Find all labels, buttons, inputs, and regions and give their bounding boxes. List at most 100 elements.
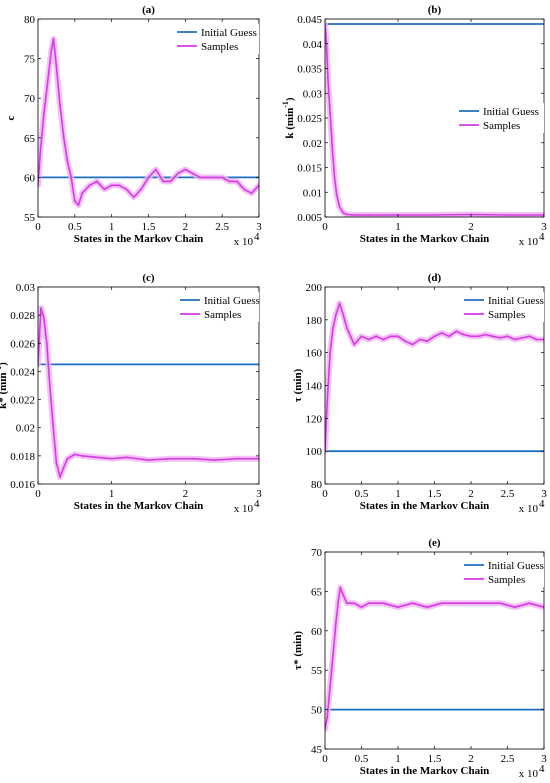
y-tick-label: 0.022 — [10, 395, 35, 407]
samples-point — [331, 146, 334, 149]
samples-point — [169, 457, 172, 460]
legend-initial-guess-label: Initial Guess — [201, 27, 257, 39]
samples-point — [70, 176, 73, 179]
samples-point — [228, 180, 231, 183]
y-tick-label: 200 — [306, 282, 323, 294]
y-axis-label: τ (min) — [292, 368, 304, 402]
samples-point — [528, 602, 531, 605]
y-axis-label: c — [5, 115, 17, 120]
samples-point — [66, 457, 69, 460]
samples-point — [513, 606, 516, 609]
x-axis-label: States in the Markov Chain — [360, 500, 490, 512]
legend: Initial Guess Samples — [462, 557, 544, 587]
x-tick-label: 2 — [183, 221, 189, 233]
legend-box — [462, 557, 544, 587]
y-tick-label: 0.03 — [303, 88, 323, 100]
samples-point — [77, 204, 80, 207]
samples-point — [125, 188, 128, 191]
samples-point — [326, 401, 329, 403]
samples-point — [88, 184, 91, 187]
chart-panel-e: 0 0.5 1 1.5 2 2.5 3 45 50 55 60 65 70 (e) States in th… — [292, 537, 547, 780]
samples-point — [52, 37, 55, 40]
samples-point — [477, 335, 480, 338]
y-tick-label: 55 — [24, 212, 36, 224]
samples-point — [528, 335, 531, 338]
samples-point — [353, 602, 356, 605]
samples-point — [206, 176, 209, 179]
samples-point — [329, 351, 331, 354]
legend-box — [178, 292, 259, 322]
samples-point — [48, 384, 51, 387]
y-tick-label: 0.035 — [297, 64, 322, 76]
samples-point — [367, 602, 370, 605]
legend: Initial Guess Samples — [457, 103, 544, 133]
y-tick-label: 60 — [24, 172, 36, 184]
samples-point — [470, 602, 472, 605]
y-axis-label: τ* (min) — [292, 631, 304, 670]
samples-point — [506, 214, 509, 216]
samples-point — [147, 176, 150, 179]
chart-title: (d) — [428, 272, 442, 284]
samples-point — [81, 192, 84, 195]
samples-point — [342, 594, 345, 597]
samples-line — [38, 307, 259, 478]
x-tick-label: 2 — [183, 488, 189, 500]
x-axis-multiplier-exponent: 4 — [254, 231, 260, 243]
samples-point — [455, 602, 458, 605]
x-tick-label: 0 — [322, 221, 328, 233]
samples-point — [46, 81, 49, 84]
y-tick-label: 80 — [311, 479, 323, 491]
samples-point — [440, 602, 443, 605]
y-tick-label: 80 — [24, 14, 36, 26]
x-axis-label: States in the Markov Chain — [360, 233, 490, 245]
x-tick-label: 2.5 — [215, 221, 229, 233]
samples-point — [426, 606, 429, 609]
samples-point — [140, 188, 143, 191]
samples-band — [325, 584, 544, 733]
y-tick-label: 0.02 — [16, 423, 35, 435]
samples-point — [367, 338, 370, 341]
x-axis-multiplier: x 10 — [519, 768, 539, 780]
legend-samples-label: Samples — [201, 41, 238, 53]
samples-point — [353, 214, 356, 216]
x-axis-label: States in the Markov Chain — [74, 233, 204, 245]
samples-point — [492, 335, 494, 338]
samples-point — [39, 152, 42, 155]
samples-point — [62, 136, 65, 139]
samples-point — [484, 333, 487, 336]
samples-point — [221, 176, 224, 179]
samples-point — [433, 335, 436, 338]
samples-point — [81, 455, 84, 457]
samples-point — [330, 669, 333, 672]
y-tick-label: 0.045 — [297, 14, 322, 26]
x-tick-label: 0 — [35, 488, 41, 500]
x-tick-label: 1 — [109, 488, 115, 500]
x-tick-label: 0.5 — [355, 488, 369, 500]
y-tick-label: 100 — [306, 446, 323, 458]
samples-point — [328, 692, 331, 695]
samples-point — [59, 476, 61, 478]
y-tick-label: 140 — [306, 381, 323, 393]
samples-point — [55, 65, 58, 68]
samples-point — [426, 340, 429, 343]
x-axis-multiplier-exponent: 4 — [539, 231, 545, 243]
y-tick-label: 0.025 — [297, 113, 322, 125]
y-tick-label: 0.04 — [303, 39, 323, 51]
samples-point — [66, 160, 69, 163]
x-tick-label: 1 — [395, 488, 401, 500]
x-axis-label: States in the Markov Chain — [360, 765, 490, 777]
samples-point — [513, 338, 516, 341]
x-tick-label: 0 — [35, 221, 41, 233]
samples-point — [155, 168, 157, 171]
legend-box — [175, 24, 259, 54]
legend-samples-label: Samples — [488, 309, 525, 321]
x-tick-label: 0 — [322, 488, 328, 500]
samples-point — [499, 337, 502, 339]
chart-panel-a: 0 0.5 1 1.5 2 2.5 3 55 60 65 70 75 80 (a) States in th… — [5, 4, 262, 248]
samples-point — [243, 188, 246, 191]
y-tick-label: 0.018 — [10, 451, 35, 463]
y-tick-label: 0.01 — [303, 187, 322, 199]
samples-point — [236, 457, 238, 460]
samples-point — [411, 343, 414, 346]
